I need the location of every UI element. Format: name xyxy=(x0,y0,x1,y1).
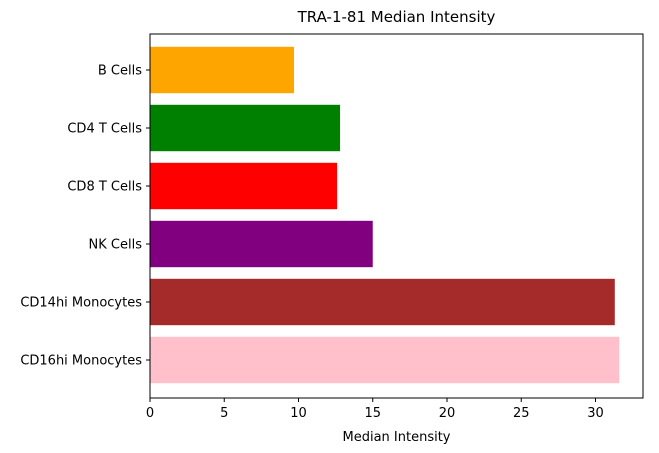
bars-group xyxy=(150,46,620,384)
x-tick-label: 30 xyxy=(587,406,604,421)
bar-cd4-t-cells xyxy=(150,104,341,152)
bar-b-cells xyxy=(150,46,295,94)
chart-title: TRA-1-81 Median Intensity xyxy=(297,8,496,26)
bar-cd8-t-cells xyxy=(150,162,338,210)
y-axis: B Cells CD4 T Cells CD8 T Cells NK Cells CD1… xyxy=(20,64,150,369)
plot-frame xyxy=(149,33,644,399)
x-axis-label: Median Intensity xyxy=(343,430,451,445)
y-tick-label: CD4 T Cells xyxy=(67,122,142,137)
x-tick-label: 0 xyxy=(146,406,154,421)
y-tick-label: CD8 T Cells xyxy=(67,180,142,195)
x-tick-label: 25 xyxy=(513,406,530,421)
x-tick-label: 5 xyxy=(220,406,228,421)
x-tick-label: 10 xyxy=(290,406,307,421)
y-tick-label: CD14hi Monocytes xyxy=(20,296,142,311)
x-tick-label: 15 xyxy=(364,406,381,421)
y-tick-label: NK Cells xyxy=(89,238,143,253)
y-tick-label: CD16hi Monocytes xyxy=(20,354,142,369)
x-axis: 0 5 10 15 20 25 30 xyxy=(146,398,604,421)
bar-nk-cells xyxy=(150,220,373,268)
bar-cd16hi-monocytes xyxy=(150,336,620,384)
x-tick-label: 20 xyxy=(439,406,456,421)
y-tick-label: B Cells xyxy=(98,64,142,79)
bar-cd14hi-monocytes xyxy=(150,278,615,326)
